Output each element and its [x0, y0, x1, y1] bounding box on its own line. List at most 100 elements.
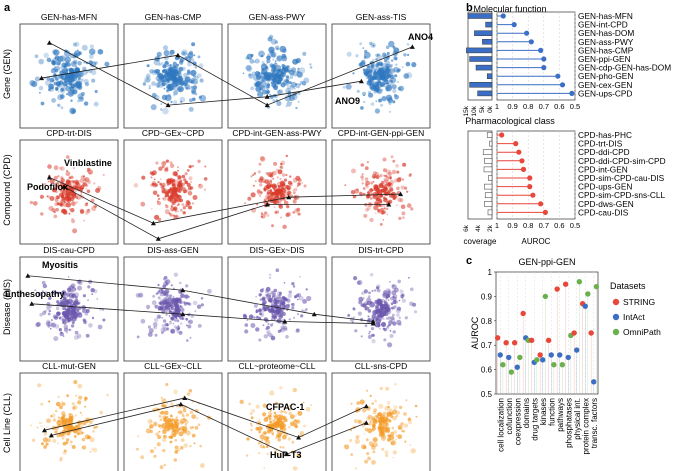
coverage-bar: [486, 132, 493, 138]
embedding-point: [298, 275, 301, 278]
embedding-point: [385, 298, 388, 301]
lollipop-point: [513, 141, 519, 147]
data-point: [542, 293, 549, 300]
embedding-point: [273, 206, 276, 209]
embedding-point: [266, 452, 270, 456]
embedding-point: [166, 72, 172, 77]
embedding-point: [71, 217, 74, 221]
embedding-point: [54, 182, 60, 188]
x-tick-label: drug targets: [530, 398, 539, 441]
embedding-point: [147, 332, 153, 337]
embedding-point: [76, 75, 79, 78]
embedding-point: [392, 330, 396, 334]
embedding-point: [375, 100, 378, 103]
embedding-point: [161, 290, 165, 295]
embedding-point: [244, 202, 247, 205]
embedding-point: [297, 178, 302, 183]
embedding-point: [146, 304, 151, 309]
embedding-point: [266, 183, 272, 189]
embedding-point: [173, 287, 175, 290]
tile-frame: [227, 256, 327, 362]
data-point: [585, 291, 591, 297]
data-point: [511, 340, 518, 346]
embedding-point: [265, 445, 269, 449]
embedding-tile: GEN-has-MFN: [19, 12, 119, 129]
embedding-point: [368, 441, 374, 447]
embedding-point: [70, 307, 76, 312]
embedding-point: [60, 87, 64, 92]
embedding-point: [267, 36, 273, 42]
embedding-point: [194, 92, 198, 96]
embedding-point: [93, 426, 96, 429]
embedding-point: [287, 293, 292, 298]
embedding-point: [162, 319, 167, 323]
x-tick-label: cofunction: [505, 398, 514, 434]
embedding-point: [375, 58, 378, 61]
embedding-point: [283, 199, 287, 202]
embedding-point: [172, 296, 175, 298]
embedding-point: [383, 79, 389, 85]
embedding-point: [104, 61, 110, 67]
embedding-point: [279, 69, 283, 74]
embedding-point: [60, 166, 65, 171]
embedding-point: [296, 71, 303, 78]
embedding-point: [277, 291, 282, 296]
embedding-point: [68, 328, 71, 331]
embedding-point: [169, 213, 173, 217]
embedding-point: [406, 43, 410, 46]
embedding-point: [70, 324, 75, 328]
embedding-point: [66, 180, 71, 184]
embedding-point: [373, 85, 380, 92]
embedding-point: [283, 67, 289, 73]
trajectory-marker: [61, 184, 67, 189]
embedding-point: [72, 183, 76, 187]
embedding-point: [61, 208, 68, 214]
embedding-point: [71, 219, 76, 224]
embedding-point: [372, 437, 378, 443]
embedding-point: [379, 386, 383, 391]
embedding-point: [407, 53, 410, 57]
embedding-point: [279, 431, 283, 436]
embedding-point: [396, 306, 402, 311]
embedding-point: [169, 294, 172, 298]
embedding-point: [188, 106, 194, 112]
embedding-point: [53, 73, 57, 76]
embedding-point: [250, 416, 254, 420]
embedding-point: [42, 290, 44, 293]
embedding-point: [367, 309, 372, 313]
embedding-point: [389, 408, 392, 412]
embedding-point: [258, 317, 262, 320]
embedding-point: [359, 191, 363, 196]
embedding-point: [172, 214, 176, 217]
panel-b-label: b: [466, 2, 473, 14]
trajectory-marker: [363, 420, 369, 425]
embedding-point: [379, 62, 383, 66]
embedding-point: [179, 281, 182, 285]
embedding-point: [256, 203, 259, 206]
embedding-tile: CPD~GEx~CPD: [123, 128, 223, 245]
embedding-point: [152, 322, 158, 327]
embedding-point: [77, 60, 82, 66]
embedding-point: [182, 206, 187, 210]
embedding-point: [43, 182, 47, 186]
embedding-point: [185, 284, 189, 288]
embedding-point: [173, 94, 176, 97]
embedding-point: [286, 204, 290, 209]
embedding-tile: DIS-ass-GEN: [123, 245, 223, 362]
embedding-point: [154, 214, 160, 220]
embedding-point: [59, 166, 63, 170]
embedding-point: [379, 81, 385, 87]
embedding-point: [77, 312, 83, 318]
embedding-point: [398, 216, 402, 220]
embedding-point: [405, 399, 408, 402]
embedding-point: [400, 294, 405, 299]
embedding-point: [163, 464, 166, 467]
embedding-point: [176, 66, 182, 72]
embedding-point: [166, 419, 169, 422]
row-label: GEN-int-CPD: [578, 20, 628, 30]
embedding-point: [408, 174, 412, 178]
embedding-point: [383, 177, 386, 180]
embedding-point: [272, 99, 276, 102]
embedding-point: [166, 328, 170, 331]
